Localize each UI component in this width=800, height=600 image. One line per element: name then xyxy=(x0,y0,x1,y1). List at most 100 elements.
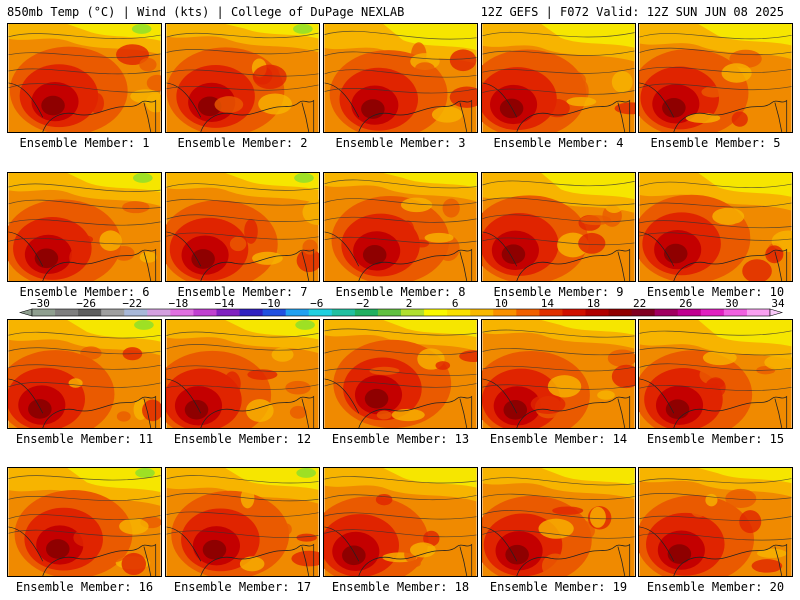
ensemble-member-label: Ensemble Member: 12 xyxy=(173,432,312,446)
temperature-field xyxy=(166,173,319,281)
ensemble-member-label: Ensemble Member: 3 xyxy=(335,136,466,150)
ensemble-member-label: Ensemble Member: 16 xyxy=(15,580,154,594)
colorbar-tick-label: −10 xyxy=(261,297,281,310)
colorbar-segment xyxy=(147,309,171,316)
colorbar-tick-label: −6 xyxy=(310,297,323,310)
colorbar-segment xyxy=(608,309,633,316)
ensemble-member-label: Ensemble Member: 19 xyxy=(489,580,628,594)
temperature-field xyxy=(8,173,161,281)
colorbar-tick-label: −14 xyxy=(215,297,235,310)
colorbar-tick-label: 26 xyxy=(679,297,692,310)
ensemble-member-label: Ensemble Member: 11 xyxy=(15,432,154,446)
ensemble-member-map xyxy=(638,23,793,133)
ensemble-member-map xyxy=(7,319,162,429)
ensemble-member-map xyxy=(481,467,636,577)
colorbar-arrow-right xyxy=(769,308,784,317)
ensemble-member-map xyxy=(481,23,636,133)
colorbar-segment xyxy=(562,309,586,316)
ensemble-member-map xyxy=(323,172,478,282)
temperature-field xyxy=(482,24,635,132)
ensemble-member-map xyxy=(323,319,478,429)
temperature-field xyxy=(482,320,635,428)
colorbar-segment xyxy=(401,309,425,316)
temperature-field xyxy=(324,173,477,281)
ensemble-member-map xyxy=(323,23,478,133)
ensemble-member-label: Ensemble Member: 4 xyxy=(493,136,624,150)
temperature-field xyxy=(166,468,319,576)
colorbar-segment xyxy=(377,309,402,316)
ensemble-member-label: Ensemble Member: 9 xyxy=(493,285,624,299)
ensemble-member-label: Ensemble Member: 7 xyxy=(177,285,308,299)
temperature-field xyxy=(639,24,792,132)
temperature-field xyxy=(8,24,161,132)
ensemble-member-map xyxy=(165,319,320,429)
ensemble-member-map xyxy=(7,467,162,577)
colorbar-tick-label: 34 xyxy=(771,297,785,310)
colorbar-segment xyxy=(424,309,448,316)
colorbar-tick-label: 22 xyxy=(633,297,646,310)
colorbar-tick-label: 6 xyxy=(452,297,459,310)
colorbar-segment xyxy=(170,309,194,316)
colorbar-segment xyxy=(308,309,333,316)
colorbar-segment xyxy=(55,309,79,316)
ensemble-member-label: Ensemble Member: 5 xyxy=(650,136,781,150)
colorbar-segment xyxy=(723,309,748,316)
colorbar-segment xyxy=(677,309,702,316)
right-title: 12Z GEFS | F072 Valid: 12Z SUN JUN 08 20… xyxy=(480,5,784,19)
ensemble-member-label: Ensemble Member: 2 xyxy=(177,136,308,150)
colorbar-tick-label: −30 xyxy=(30,297,50,310)
colorbar-segment xyxy=(516,309,540,316)
ensemble-member-map xyxy=(323,467,478,577)
temperature-field xyxy=(166,320,319,428)
ensemble-member-label: Ensemble Member: 13 xyxy=(331,432,470,446)
colorbar-segment xyxy=(216,309,241,316)
temperature-field xyxy=(639,320,792,428)
left-title: 850mb Temp (°C) | Wind (kts) | College o… xyxy=(7,5,405,19)
temperature-field xyxy=(8,468,161,576)
temperature-colorbar: −30−26−22−18−14−10−6−2261014182226303438… xyxy=(18,297,785,317)
colorbar-segment xyxy=(331,309,356,316)
colorbar-segment xyxy=(78,309,102,316)
ensemble-member-map xyxy=(7,172,162,282)
colorbar-tick-label: −26 xyxy=(76,297,96,310)
ensemble-member-map xyxy=(165,23,320,133)
ensemble-member-map xyxy=(481,319,636,429)
ensemble-member-label: Ensemble Member: 20 xyxy=(646,580,785,594)
temperature-field xyxy=(639,173,792,281)
ensemble-member-map xyxy=(638,319,793,429)
ensemble-member-map xyxy=(165,467,320,577)
colorbar-tick-label: −18 xyxy=(168,297,188,310)
ensemble-member-map xyxy=(7,23,162,133)
ensemble-member-map xyxy=(165,172,320,282)
colorbar-arrow-left xyxy=(18,308,33,317)
colorbar-segment xyxy=(746,309,771,316)
temperature-field xyxy=(324,320,477,428)
temperature-field xyxy=(324,24,477,132)
colorbar-tick-label: −2 xyxy=(356,297,369,310)
temperature-field xyxy=(324,468,477,576)
colorbar-segment xyxy=(654,309,679,316)
colorbar-segment xyxy=(193,309,217,316)
colorbar-tick-label: 10 xyxy=(495,297,508,310)
ensemble-member-label: Ensemble Member: 17 xyxy=(173,580,312,594)
ensemble-member-label: Ensemble Member: 8 xyxy=(335,285,466,299)
ensemble-member-label: Ensemble Member: 15 xyxy=(646,432,785,446)
temperature-field xyxy=(482,468,635,576)
colorbar-segment xyxy=(124,309,148,316)
colorbar-segment xyxy=(631,309,656,316)
temperature-field xyxy=(639,468,792,576)
ensemble-member-label: Ensemble Member: 14 xyxy=(489,432,628,446)
colorbar-segment xyxy=(32,309,56,316)
temperature-field xyxy=(166,24,319,132)
temperature-field xyxy=(482,173,635,281)
colorbar-tick-label: −22 xyxy=(122,297,142,310)
colorbar-tick-label: 14 xyxy=(541,297,555,310)
ensemble-member-label: Ensemble Member: 6 xyxy=(19,285,150,299)
colorbar-segment xyxy=(447,309,471,316)
ensemble-member-label: Ensemble Member: 10 xyxy=(646,285,785,299)
temperature-field xyxy=(8,320,161,428)
colorbar-segment xyxy=(539,309,563,316)
colorbar-tick-label: 18 xyxy=(587,297,600,310)
colorbar-segment xyxy=(262,309,287,316)
ensemble-member-label: Ensemble Member: 18 xyxy=(331,580,470,594)
